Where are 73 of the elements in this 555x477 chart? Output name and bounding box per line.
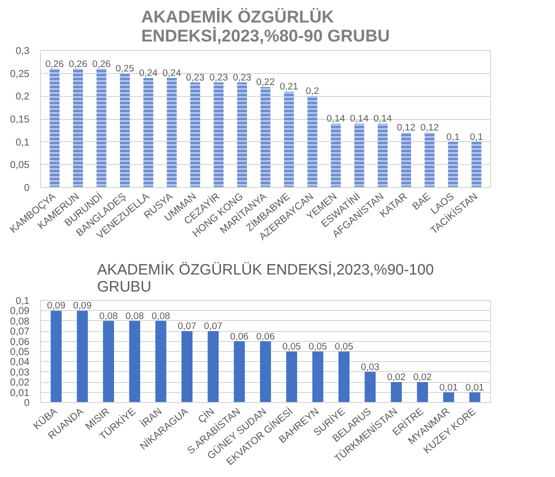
y-tick-label: 0,15: [10, 114, 30, 126]
bar: [234, 341, 245, 402]
y-tick-label: 0,04: [10, 357, 30, 368]
y-tick-label: 0,25: [10, 68, 30, 80]
bar: [182, 331, 193, 402]
data-label: 0,14: [373, 114, 392, 125]
data-label: 0,05: [308, 342, 328, 352]
data-label: 0,03: [360, 362, 380, 373]
data-label: 0,2: [306, 86, 319, 98]
bar: [364, 372, 376, 402]
data-label: 0,24: [162, 68, 182, 79]
data-label: 0,1: [446, 132, 460, 143]
bar: [469, 392, 480, 402]
bar: [338, 352, 350, 402]
data-label: 0,12: [396, 122, 416, 134]
data-label: 0,08: [152, 310, 170, 322]
y-tick-label: 0,02: [10, 378, 30, 389]
data-label: 0,01: [439, 382, 458, 394]
bar: [260, 341, 271, 402]
bar: [129, 320, 140, 402]
bar: [103, 320, 114, 402]
y-tick-label: 0,3: [16, 46, 30, 57]
data-label: 0,07: [178, 321, 196, 332]
y-tick-label: 0,1: [16, 137, 30, 148]
y-tick-label: 0,1: [16, 296, 30, 307]
data-label: 0,01: [466, 382, 484, 394]
data-label: 0,23: [209, 72, 228, 84]
y-tick-label: 0,05: [10, 347, 30, 358]
data-label: 0,09: [46, 300, 66, 312]
y-tick-label: 0,05: [10, 160, 30, 172]
bar: [155, 320, 166, 402]
data-label: 0,1: [470, 132, 484, 143]
y-tick-label: 0,03: [10, 367, 30, 378]
data-label: 0,07: [204, 321, 222, 332]
y-tick-label: 0: [24, 398, 30, 409]
bar: [50, 310, 62, 402]
data-label: 0,23: [186, 72, 204, 84]
data-label: 0,12: [420, 122, 439, 134]
data-label: 0,14: [326, 114, 346, 125]
data-label: 0,02: [387, 372, 406, 384]
data-label: 0,24: [139, 68, 158, 79]
data-label: 0,26: [92, 58, 111, 70]
y-tick-label: 0,07: [10, 326, 30, 338]
bar: [76, 310, 88, 402]
data-label: 0,26: [45, 58, 64, 70]
bar: [312, 352, 324, 402]
bar: [208, 331, 219, 402]
data-label: 0,06: [256, 331, 275, 342]
data-label: 0,21: [280, 82, 298, 93]
bar: [390, 382, 402, 402]
data-label: 0,22: [256, 77, 275, 88]
chart-title: AKADEMİK ÖZGÜRLÜK ENDEKSİ,2023,%80-90 GRUBU: [141, 8, 390, 46]
y-tick-label: 0,01: [10, 388, 30, 399]
data-label: 0,23: [232, 72, 252, 84]
y-tick-label: 0: [24, 183, 30, 194]
data-label: 0,09: [73, 300, 92, 312]
data-label: 0,05: [282, 342, 301, 352]
y-tick-label: 0,06: [10, 336, 30, 348]
chart-title: AKADEMİK ÖZGÜRLÜK ENDEKSİ,2023,%90-100 GRUBU: [97, 260, 434, 296]
data-label: 0,02: [413, 372, 432, 384]
data-label: 0,25: [116, 63, 134, 74]
data-label: 0,06: [230, 331, 249, 342]
data-label: 0,26: [68, 58, 88, 70]
bar: [416, 382, 428, 402]
data-label: 0,14: [350, 114, 369, 125]
data-label: 0,05: [334, 342, 354, 352]
y-tick-label: 0,2: [16, 92, 30, 103]
bar: [286, 352, 298, 402]
y-tick-label: 0,08: [10, 316, 30, 328]
bar: [443, 392, 454, 402]
data-label: 0,08: [125, 310, 144, 322]
data-label: 0,08: [99, 310, 118, 322]
y-tick-label: 0,09: [10, 306, 30, 318]
